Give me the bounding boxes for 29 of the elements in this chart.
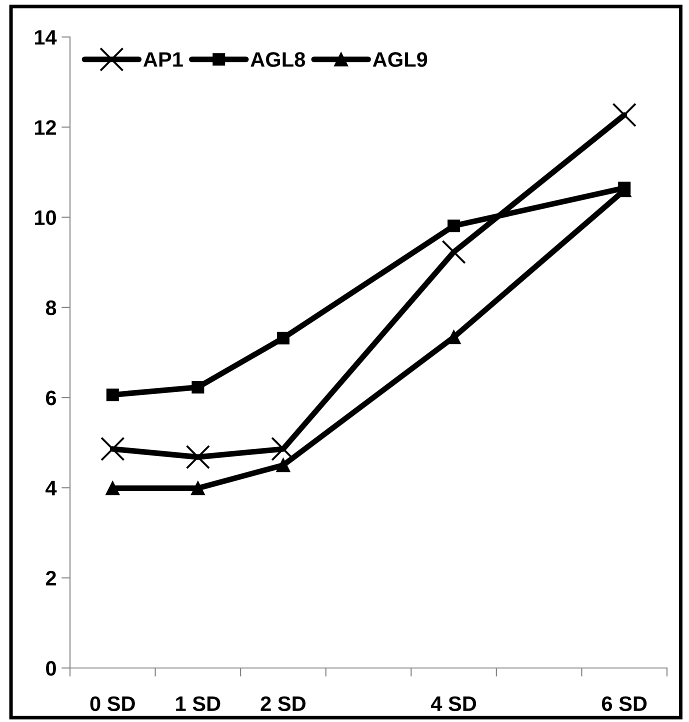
y-tick-label: 12 bbox=[34, 120, 56, 135]
y-tick-label: 4 bbox=[46, 480, 57, 496]
x-tick-label: 0 SD bbox=[90, 696, 135, 712]
point bbox=[448, 220, 460, 232]
point bbox=[106, 388, 119, 402]
x-tick-label: 4 SD bbox=[430, 696, 476, 712]
point bbox=[100, 436, 125, 462]
point bbox=[276, 332, 290, 344]
x-tick-label: 2 SD bbox=[260, 696, 306, 712]
x-tick-label: 6 SD bbox=[602, 696, 647, 712]
point bbox=[446, 330, 461, 344]
y-tick-label: 6 bbox=[46, 390, 56, 406]
point bbox=[190, 481, 205, 496]
point bbox=[186, 444, 210, 470]
point bbox=[276, 458, 290, 472]
legend-label: AGL9 bbox=[372, 52, 428, 67]
point bbox=[442, 240, 466, 264]
y-tick-label: 8 bbox=[46, 300, 56, 316]
y-tick-label: 2 bbox=[46, 570, 56, 586]
point bbox=[192, 380, 204, 394]
y-tick-label: 0 bbox=[46, 661, 56, 676]
legend-label: AP1 bbox=[143, 52, 183, 67]
legend-label: AGL8 bbox=[250, 52, 306, 67]
y-tick-label: 14 bbox=[34, 30, 57, 45]
point bbox=[271, 436, 296, 462]
x-tick-label: 1 SD bbox=[176, 696, 220, 712]
point bbox=[106, 481, 120, 496]
y-tick-label: 10 bbox=[34, 210, 56, 226]
point bbox=[612, 102, 636, 128]
